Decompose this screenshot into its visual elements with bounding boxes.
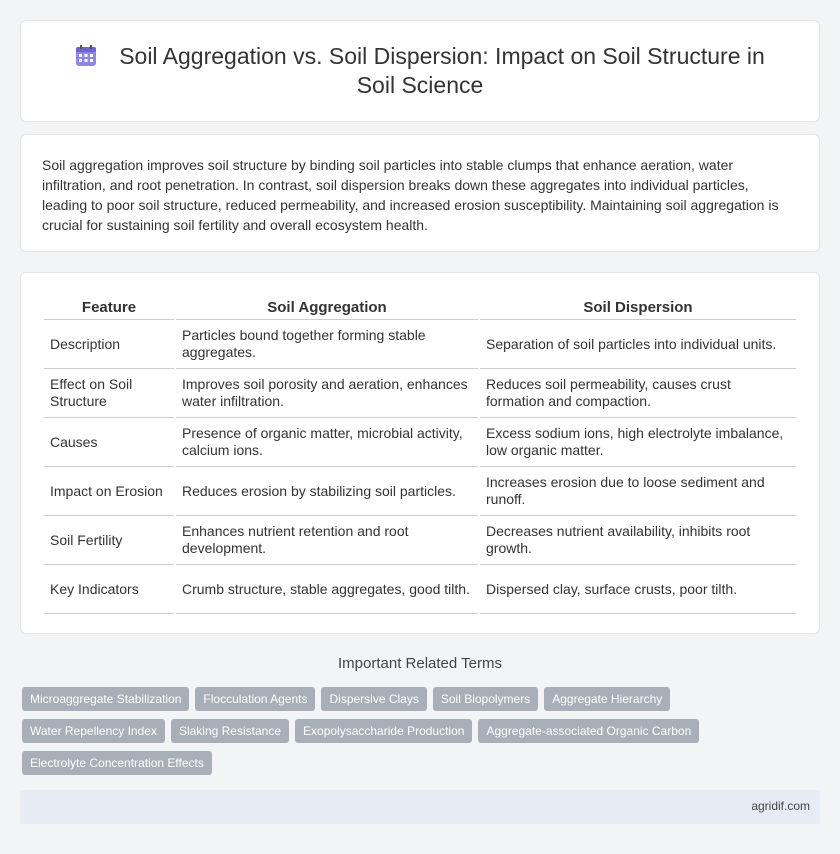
header-soil-aggregation: Soil Aggregation [176, 296, 478, 320]
dispersion-cell: Increases erosion due to loose sediment … [480, 467, 796, 516]
footer-site-link[interactable]: agridif.com [751, 799, 810, 813]
page-title: Soil Aggregation vs. Soil Dispersion: Im… [61, 42, 779, 100]
dispersion-cell: Dispersed clay, surface crusts, poor til… [480, 565, 796, 614]
aggregation-cell: Enhances nutrient retention and root dev… [176, 516, 478, 565]
related-term-tag[interactable]: Aggregate Hierarchy [544, 687, 671, 711]
page-title-text: Soil Aggregation vs. Soil Dispersion: Im… [119, 43, 765, 98]
feature-cell: Soil Fertility [44, 516, 174, 565]
related-term-tag[interactable]: Soil Biopolymers [432, 687, 539, 711]
header-soil-dispersion: Soil Dispersion [480, 296, 796, 320]
related-terms-list: Microaggregate Stabilization Flocculatio… [22, 687, 812, 775]
related-term-tag[interactable]: Aggregate-associated Organic Carbon [478, 719, 700, 743]
table-row: Key Indicators Crumb structure, stable a… [44, 565, 796, 614]
related-term-tag[interactable]: Exopolysaccharide Production [295, 719, 473, 743]
title-card: Soil Aggregation vs. Soil Dispersion: Im… [20, 20, 820, 122]
table-row: Impact on Erosion Reduces erosion by sta… [44, 467, 796, 516]
intro-card: Soil aggregation improves soil structure… [20, 134, 820, 252]
feature-cell: Impact on Erosion [44, 467, 174, 516]
aggregation-cell: Reduces erosion by stabilizing soil part… [176, 467, 478, 516]
dispersion-cell: Separation of soil particles into indivi… [480, 320, 796, 369]
related-term-tag[interactable]: Electrolyte Concentration Effects [22, 751, 212, 775]
dispersion-cell: Excess sodium ions, high electrolyte imb… [480, 418, 796, 467]
feature-cell: Description [44, 320, 174, 369]
table-header-row: Feature Soil Aggregation Soil Dispersion [44, 296, 796, 320]
table-row: Effect on Soil Structure Improves soil p… [44, 369, 796, 418]
dispersion-cell: Reduces soil permeability, causes crust … [480, 369, 796, 418]
aggregation-cell: Crumb structure, stable aggregates, good… [176, 565, 478, 614]
related-terms-heading: Important Related Terms [338, 655, 502, 672]
feature-cell: Key Indicators [44, 565, 174, 614]
table-row: Causes Presence of organic matter, micro… [44, 418, 796, 467]
feature-cell: Causes [44, 418, 174, 467]
table-row: Soil Fertility Enhances nutrient retenti… [44, 516, 796, 565]
intro-paragraph: Soil aggregation improves soil structure… [42, 157, 779, 233]
aggregation-cell: Particles bound together forming stable … [176, 320, 478, 369]
related-term-tag[interactable]: Flocculation Agents [195, 687, 316, 711]
comparison-card: Feature Soil Aggregation Soil Dispersion… [20, 272, 820, 634]
related-term-tag[interactable]: Dispersive Clays [321, 687, 427, 711]
related-term-tag[interactable]: Water Repellency Index [22, 719, 165, 743]
aggregation-cell: Presence of organic matter, microbial ac… [176, 418, 478, 467]
dispersion-cell: Decreases nutrient availability, inhibit… [480, 516, 796, 565]
aggregation-cell: Improves soil porosity and aeration, enh… [176, 369, 478, 418]
related-term-tag[interactable]: Microaggregate Stabilization [22, 687, 190, 711]
table-row: Description Particles bound together for… [44, 320, 796, 369]
calendar-icon [76, 45, 97, 66]
comparison-table: Feature Soil Aggregation Soil Dispersion… [42, 296, 798, 614]
header-feature: Feature [44, 296, 174, 320]
feature-cell: Effect on Soil Structure [44, 369, 174, 418]
footer-bar: agridif.com [20, 790, 820, 824]
related-term-tag[interactable]: Slaking Resistance [170, 719, 290, 743]
